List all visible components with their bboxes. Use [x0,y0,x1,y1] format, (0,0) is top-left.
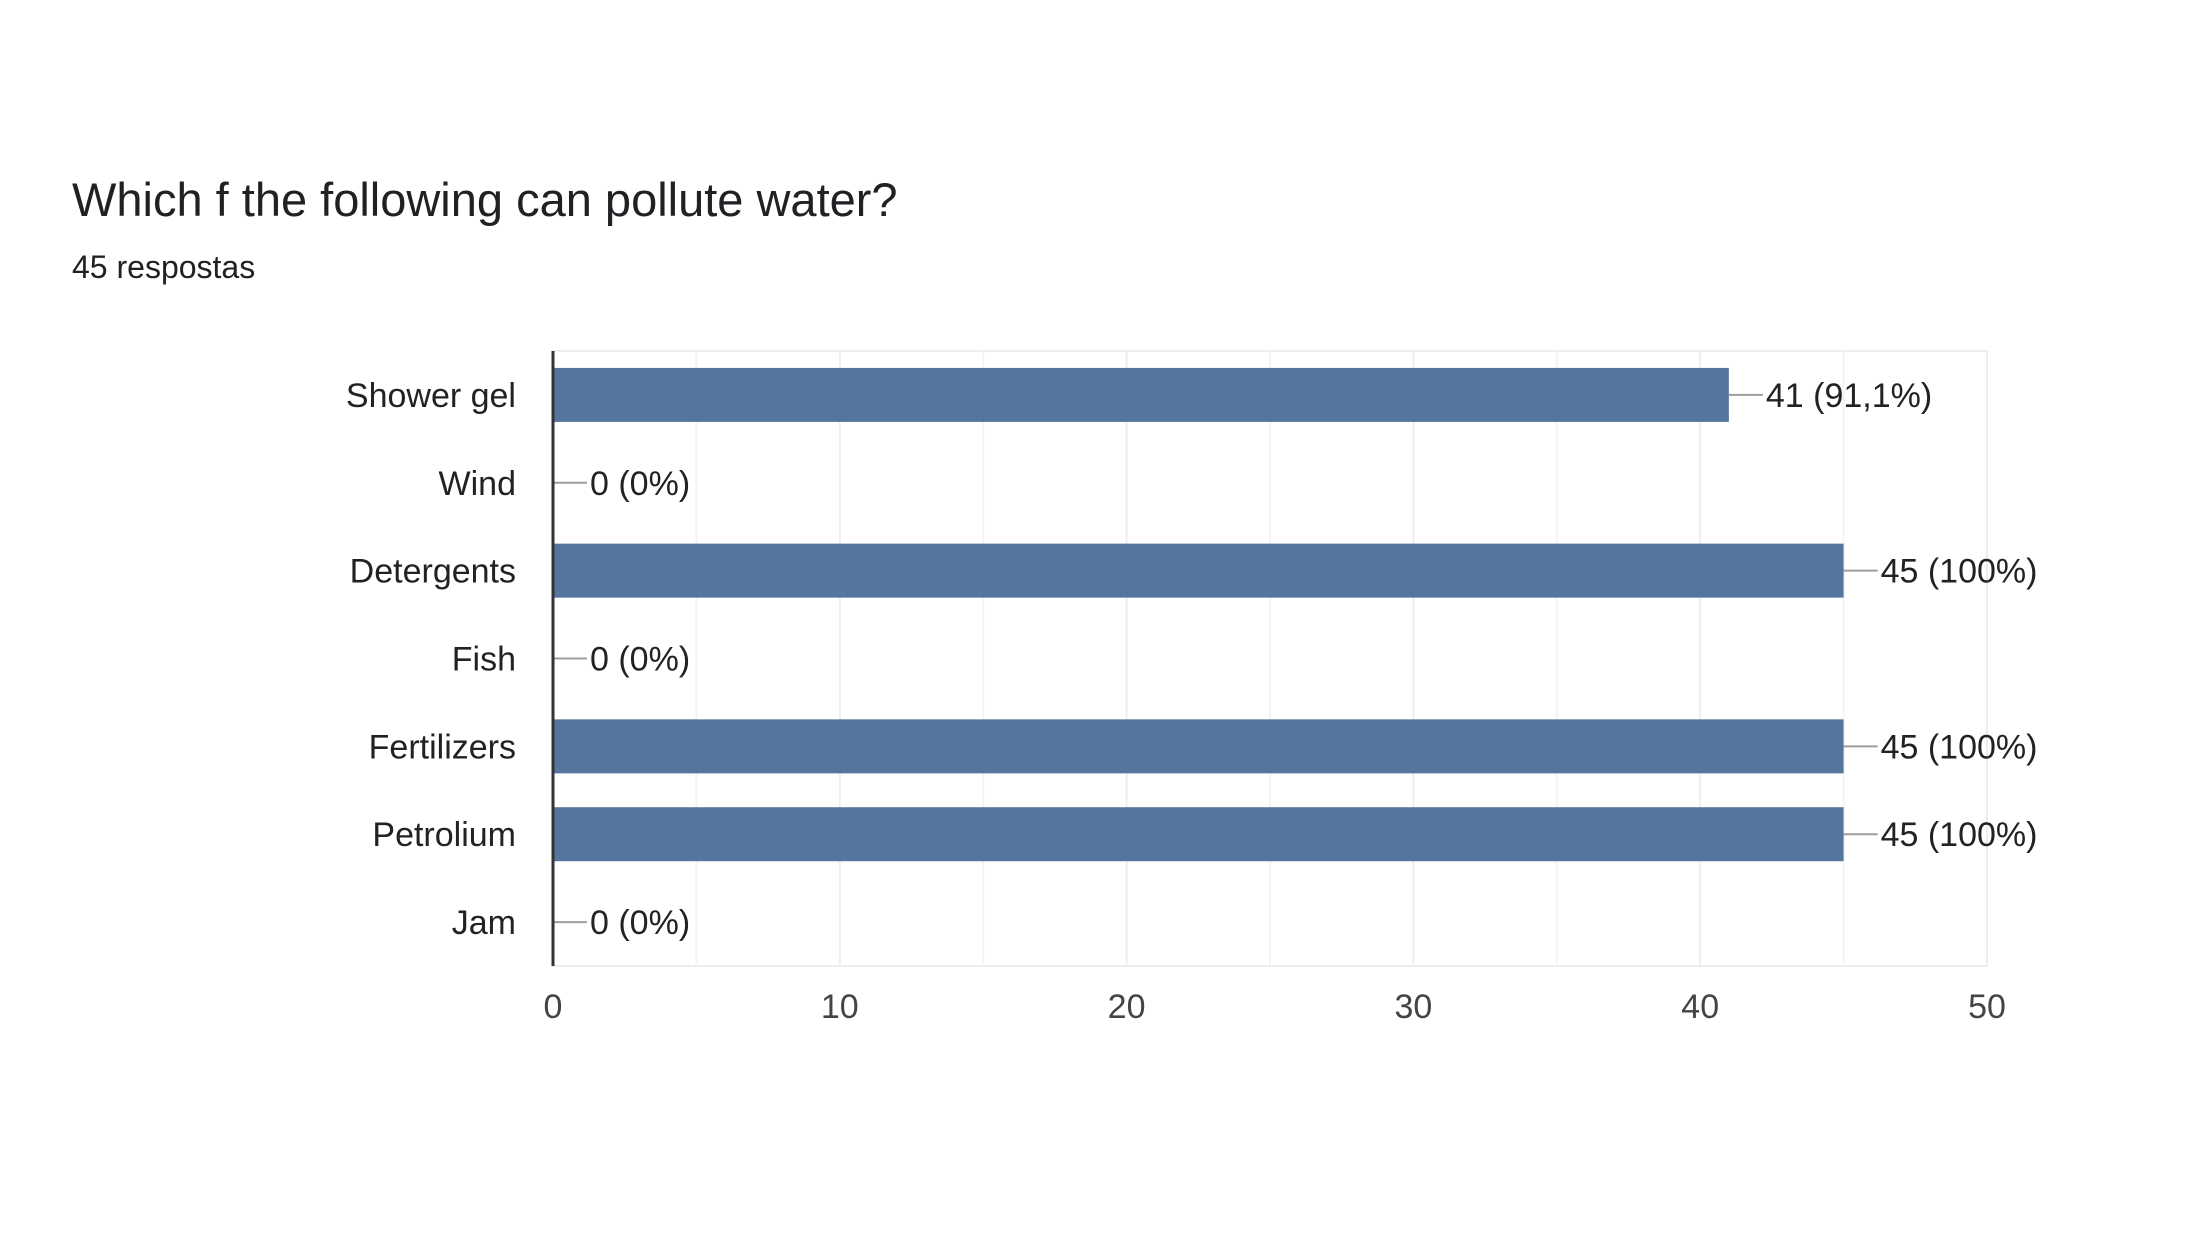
category-label: Fertilizers [369,728,516,766]
category-label: Detergents [350,553,516,591]
category-label: Jam [452,904,516,942]
category-label: Shower gel [346,377,516,415]
x-tick-label: 20 [1108,988,1146,1026]
bar [553,367,1729,422]
x-tick-label: 30 [1394,988,1432,1026]
data-label: 45 (100%) [1881,553,2038,591]
x-tick-label: 50 [1968,988,2006,1026]
data-label: 41 (91,1%) [1766,377,1932,415]
bar [553,719,1844,774]
bar [553,807,1844,862]
x-tick-label: 10 [821,988,859,1026]
category-label: Petrolium [372,816,516,854]
x-tick-label: 40 [1681,988,1719,1026]
category-label: Fish [452,641,516,679]
data-label: 0 (0%) [590,465,690,503]
bar [553,543,1844,598]
category-label: Wind [439,465,516,503]
data-label: 0 (0%) [590,641,690,679]
x-tick-label: 0 [544,988,563,1026]
chart-title: Which f the following can pollute water? [72,173,898,226]
data-label: 45 (100%) [1881,816,2038,854]
response-count: 45 respostas [72,249,256,285]
data-label: 45 (100%) [1881,728,2038,766]
data-label: 0 (0%) [590,904,690,942]
